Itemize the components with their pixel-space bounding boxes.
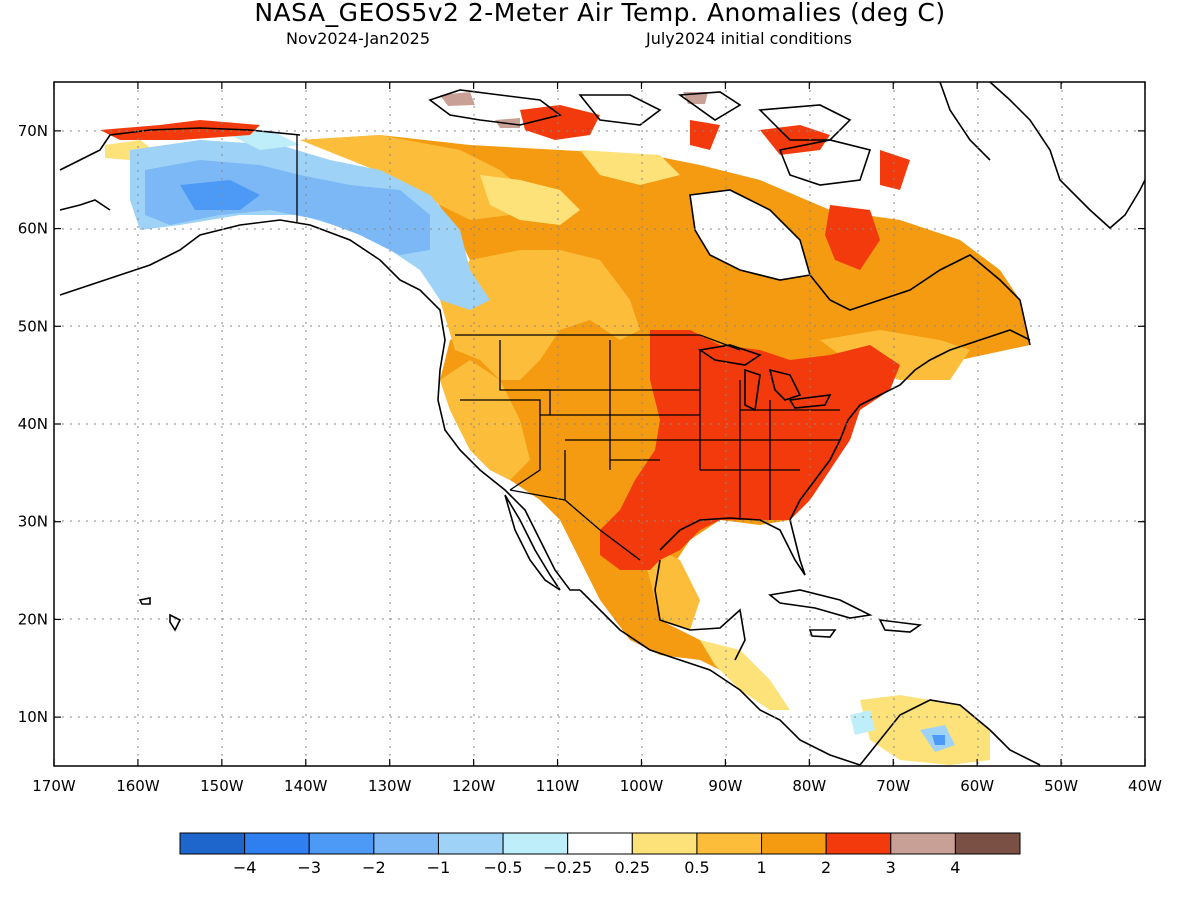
lat-label: 40N [18, 415, 48, 433]
colorbar-swatch [696, 832, 763, 855]
forecast-period: Nov2024-Jan2025 [286, 29, 430, 48]
colorbar-label: 2 [821, 858, 831, 877]
lon-label: 150W [200, 777, 244, 795]
lat-label: 20N [18, 610, 48, 628]
lon-label: 120W [452, 777, 496, 795]
longitude-labels: 170W 160W 150W 140W 130W 120W 110W 100W 90W 80W 70… [32, 777, 1162, 795]
lon-label: 140W [284, 777, 328, 795]
anomaly-fields [100, 92, 1030, 765]
colorbar-label: −0.25 [543, 858, 592, 877]
lon-label: 100W [620, 777, 664, 795]
lon-label: 130W [368, 777, 412, 795]
axis-ticks [53, 82, 1146, 766]
colorbar [179, 832, 1021, 855]
lat-label: 30N [18, 513, 48, 531]
colorbar-swatch [761, 832, 827, 855]
colorbar-label: −0.5 [484, 858, 523, 877]
initial-conditions: July2024 initial conditions [646, 29, 852, 48]
colorbar-label: −1 [427, 858, 451, 877]
colorbar-swatch [825, 832, 892, 855]
political-borders [296, 135, 840, 561]
colorbar-label: −4 [233, 858, 257, 877]
latitude-labels: 10N 20N 30N 40N 50N 60N 70N [18, 122, 48, 726]
colorbar-swatch [502, 832, 569, 855]
colorbar-swatch [179, 832, 246, 855]
colorbar-swatch [308, 832, 375, 855]
colorbar-label: 1 [756, 858, 766, 877]
colorbar-label: 4 [950, 858, 960, 877]
colorbar-label: 0.25 [614, 858, 650, 877]
lat-label: 70N [18, 122, 48, 140]
colorbar-swatch [373, 832, 439, 855]
lon-label: 160W [116, 777, 160, 795]
lon-label: 50W [1044, 777, 1078, 795]
coastlines [59, 82, 1145, 766]
lat-label: 10N [18, 708, 48, 726]
lat-label: 60N [18, 220, 48, 238]
colorbar-swatch [244, 832, 310, 855]
lon-label: 90W [708, 777, 742, 795]
anomaly-region-yellow [480, 175, 580, 225]
colorbar-swatch [890, 832, 956, 855]
colorbar-swatch [954, 832, 1021, 855]
lon-label: 70W [876, 777, 910, 795]
anomaly-region-light-orange [440, 250, 640, 380]
lon-label: 110W [536, 777, 580, 795]
colorbar-swatch [437, 832, 504, 855]
chart-title: NASA_GEOS5v2 2-Meter Air Temp. Anomalies… [254, 0, 946, 27]
lat-label: 50N [18, 317, 48, 335]
lon-label: 60W [960, 777, 994, 795]
lon-label: 170W [32, 777, 76, 795]
lon-label: 80W [792, 777, 826, 795]
colorbar-label: 3 [886, 858, 896, 877]
lon-label: 40W [1128, 777, 1162, 795]
colorbar-swatch [631, 832, 698, 855]
colorbar-label: 0.5 [684, 858, 709, 877]
colorbar-label: −3 [297, 858, 321, 877]
colorbar-labels: −4 −3 −2 −1 −0.5 −0.25 0.25 0.5 1 2 3 4 [233, 858, 961, 877]
colorbar-swatch [567, 832, 633, 855]
colorbar-label: −2 [362, 858, 386, 877]
gridlines [54, 82, 1145, 766]
